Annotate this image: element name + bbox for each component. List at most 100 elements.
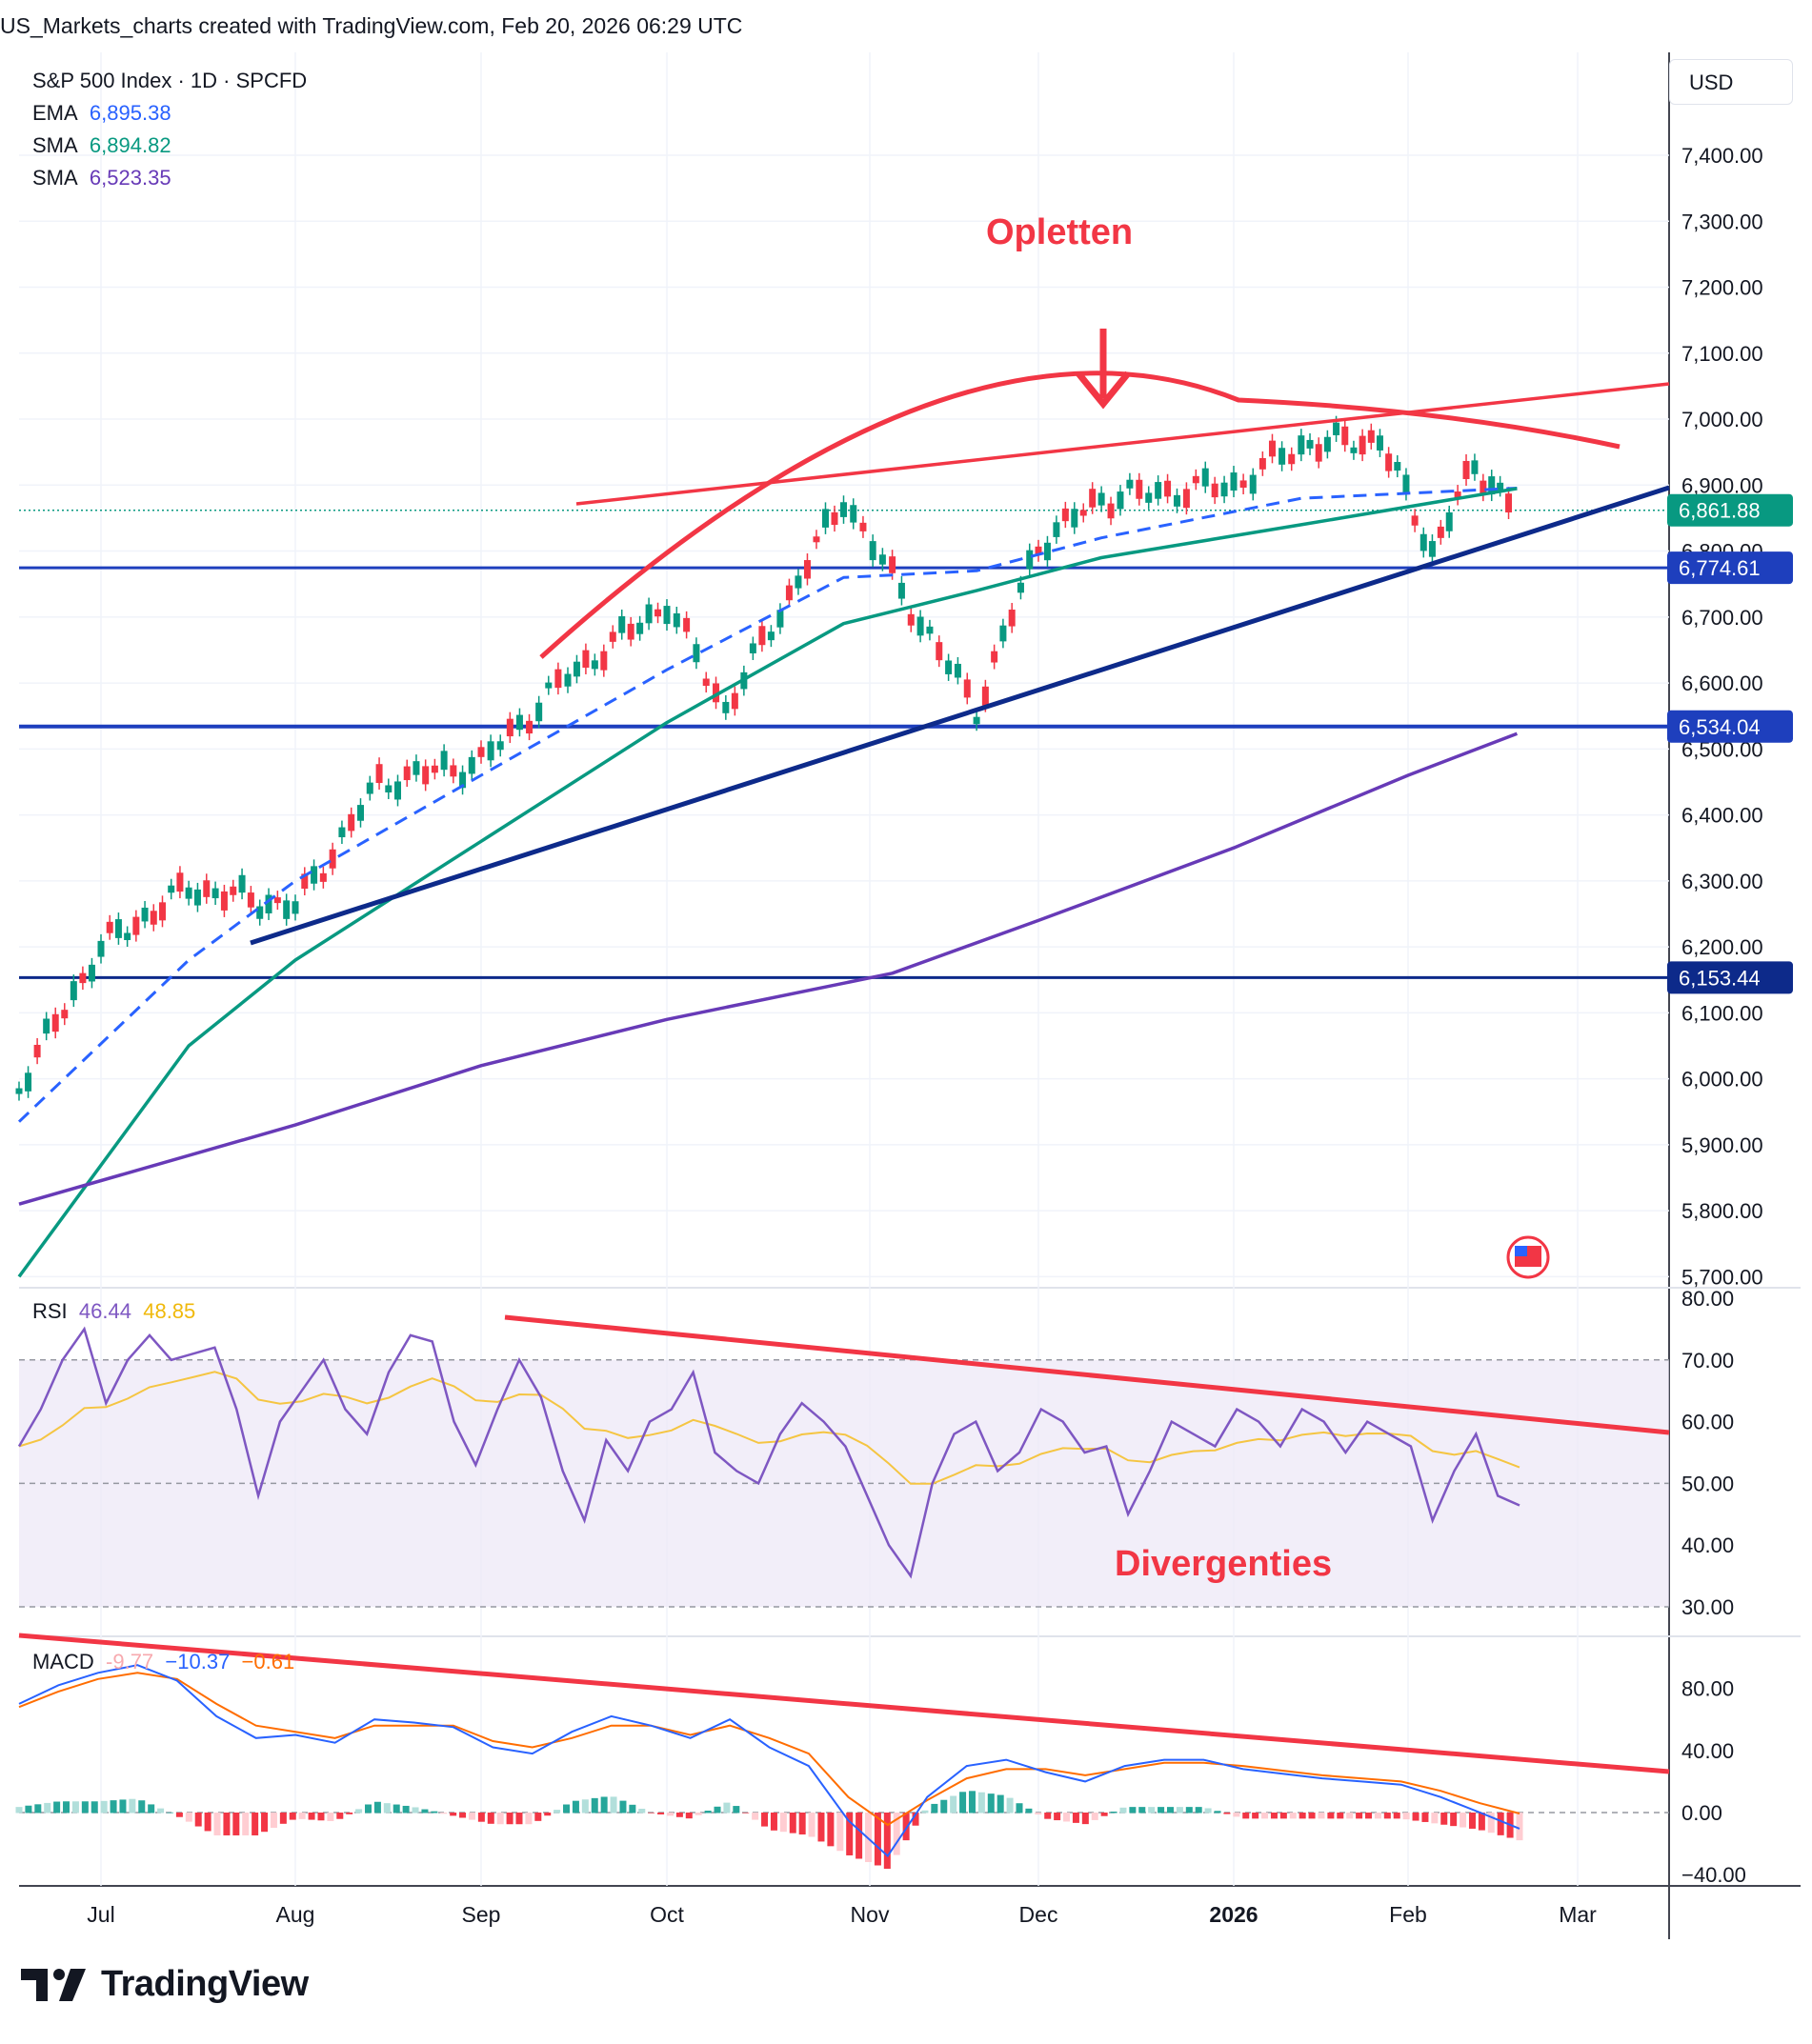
price-tick-label: 7,000.00 xyxy=(1681,408,1763,431)
macd-tick-label: 80.00 xyxy=(1681,1677,1734,1701)
candle-body xyxy=(1394,461,1401,471)
candle-body xyxy=(487,741,494,761)
candle-body xyxy=(338,827,346,838)
macd-tick-label: 0.00 xyxy=(1681,1801,1722,1825)
ema-legend-row[interactable]: EMA 6,895.38 xyxy=(32,97,307,130)
candle-body xyxy=(440,751,448,771)
macd-histogram-bar xyxy=(1412,1813,1419,1821)
candle-body xyxy=(1043,542,1051,561)
macd-signal-value: −0.61 xyxy=(241,1650,295,1673)
macd-histogram-bar xyxy=(1318,1813,1325,1819)
time-tick-label: Oct xyxy=(650,1902,684,1927)
price-tick-label: 7,200.00 xyxy=(1681,276,1763,300)
candle-body xyxy=(124,932,131,941)
macd-histogram-bar xyxy=(912,1813,919,1826)
macd-histogram-bar xyxy=(770,1813,777,1831)
candle-body xyxy=(51,1013,59,1032)
macd-histogram-bar xyxy=(289,1813,296,1820)
macd-histogram-bar xyxy=(515,1813,523,1825)
macd-histogram-bar xyxy=(525,1813,533,1825)
candle-body xyxy=(193,889,201,906)
macd-histogram-bar xyxy=(1337,1813,1344,1819)
candle-body xyxy=(422,766,430,785)
candle-body xyxy=(526,720,534,734)
sma-legend-row-1[interactable]: SMA 6,894.82 xyxy=(32,130,307,162)
macd-histogram-bar xyxy=(1138,1807,1146,1814)
sma-legend-row-2[interactable]: SMA 6,523.35 xyxy=(32,162,307,194)
candle-body xyxy=(1192,475,1199,484)
rsi-legend[interactable]: RSI 46.44 48.85 xyxy=(32,1295,195,1328)
candle-body xyxy=(1182,489,1190,509)
macd-histogram-bar xyxy=(977,1792,985,1814)
candle-body xyxy=(869,541,876,561)
macd-histogram-bar xyxy=(1393,1813,1400,1819)
macd-histogram-bar xyxy=(1044,1813,1052,1819)
candle-body xyxy=(114,919,122,938)
candle-body xyxy=(1341,426,1349,446)
macd-histogram-bar xyxy=(1450,1813,1458,1827)
macd-histogram-bar xyxy=(1110,1812,1117,1814)
time-tick-label: Nov xyxy=(851,1902,890,1927)
price-tick-label: 7,100.00 xyxy=(1681,342,1763,366)
macd-label: MACD xyxy=(32,1650,94,1673)
symbol-title[interactable]: S&P 500 Index · 1D · SPCFD xyxy=(32,69,308,92)
macd-histogram-bar xyxy=(544,1813,552,1816)
macd-histogram-bar xyxy=(1242,1813,1250,1819)
rsi-tick-label: 80.00 xyxy=(1681,1287,1734,1311)
rsi-ma-line xyxy=(18,1371,1520,1485)
macd-histogram-bar xyxy=(1365,1813,1373,1819)
macd-histogram-bar xyxy=(1374,1813,1381,1819)
macd-histogram-bar xyxy=(213,1813,221,1835)
macd-histogram-bar xyxy=(752,1813,759,1820)
macd-legend[interactable]: MACD -9.77 −10.37 −0.61 xyxy=(32,1646,294,1678)
sma-200-line xyxy=(18,731,1519,1206)
candle-body xyxy=(1258,457,1266,470)
macd-histogram-bar xyxy=(53,1801,61,1814)
candle-body xyxy=(158,902,166,921)
macd-histogram-bar xyxy=(572,1800,579,1814)
candle-body xyxy=(636,622,644,634)
time-tick-label: Mar xyxy=(1559,1902,1597,1927)
macd-histogram-bar xyxy=(856,1813,863,1859)
candle-body xyxy=(1445,511,1453,531)
level-price-label-bg xyxy=(1667,961,1793,994)
macd-histogram-bar xyxy=(402,1805,410,1814)
macd-histogram-bar xyxy=(1081,1813,1089,1825)
macd-histogram-bar xyxy=(610,1796,617,1814)
time-tick-label: Sep xyxy=(462,1902,501,1927)
candle-body xyxy=(385,785,393,792)
candle-body xyxy=(356,805,364,821)
candle-body xyxy=(1471,460,1479,474)
price-tick-label: 6,300.00 xyxy=(1681,870,1763,893)
macd-histogram-bar xyxy=(836,1813,844,1852)
candle-body xyxy=(1079,510,1087,516)
macd-histogram-bar xyxy=(166,1812,173,1814)
candle-body xyxy=(573,661,580,677)
candle-body xyxy=(256,906,264,919)
macd-histogram-bar xyxy=(1289,1813,1297,1819)
currency-button[interactable]: USD xyxy=(1669,59,1793,105)
candle-body xyxy=(683,617,691,632)
macd-histogram-bar xyxy=(63,1801,70,1814)
macd-histogram-bar xyxy=(600,1796,608,1814)
us-flag-canton xyxy=(1515,1246,1527,1256)
macd-histogram-bar xyxy=(798,1813,806,1835)
candle-body xyxy=(831,511,838,526)
candle-body xyxy=(70,981,77,1001)
macd-histogram-bar xyxy=(581,1799,589,1814)
time-tick-label: Dec xyxy=(1019,1902,1058,1927)
macd-histogram-bar xyxy=(270,1813,277,1829)
candle-body xyxy=(1249,474,1257,494)
candle-body xyxy=(1136,479,1143,499)
macd-histogram-bar xyxy=(450,1813,457,1816)
time-tick-label: 2026 xyxy=(1209,1902,1258,1927)
candle-body xyxy=(106,921,113,933)
candle-body xyxy=(963,679,971,698)
sma-value-1: 6,894.82 xyxy=(89,133,171,157)
candle-body xyxy=(220,891,228,911)
candle-body xyxy=(591,660,598,670)
candle-body xyxy=(627,623,634,640)
candle-body xyxy=(1437,526,1444,538)
candle-body xyxy=(413,761,420,775)
